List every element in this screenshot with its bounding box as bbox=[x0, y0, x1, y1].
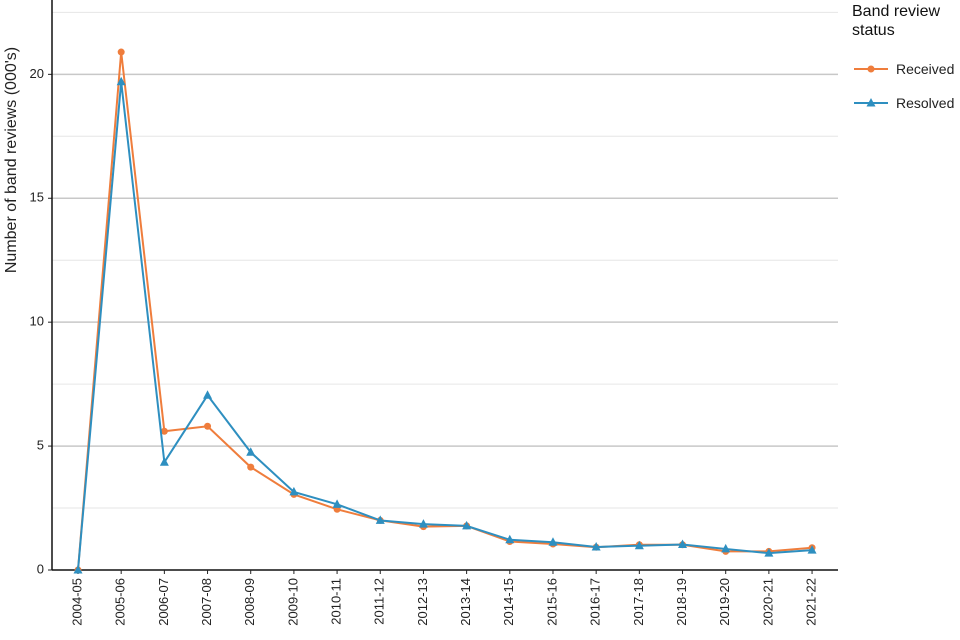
point bbox=[203, 390, 213, 399]
legend-title: Band review status bbox=[852, 3, 941, 39]
x-tick-label: 2019-20 bbox=[717, 578, 732, 626]
y-tick-label: 15 bbox=[30, 190, 44, 205]
x-tick-label: 2016-17 bbox=[588, 578, 603, 626]
x-tick-label: 2006-07 bbox=[156, 578, 171, 626]
legend-label: Received bbox=[896, 61, 955, 77]
y-tick-label: 5 bbox=[37, 438, 44, 453]
point bbox=[375, 515, 385, 524]
legend: Band review status Received Resolved bbox=[852, 2, 960, 118]
point bbox=[160, 427, 168, 435]
point bbox=[204, 422, 212, 430]
point bbox=[505, 534, 515, 544]
y-tick-label: 0 bbox=[37, 561, 44, 576]
point bbox=[764, 548, 774, 557]
x-tick-label: 2020-21 bbox=[760, 578, 775, 626]
x-tick-label: 2012-13 bbox=[415, 578, 430, 626]
legend-key bbox=[854, 65, 888, 73]
x-tick-label: 2021-22 bbox=[803, 578, 818, 626]
point bbox=[634, 540, 644, 550]
x-tick-label: 2017-18 bbox=[631, 578, 646, 626]
x-tick-label: 2011-12 bbox=[372, 578, 387, 625]
point bbox=[247, 463, 255, 471]
x-tick-label: 2018-19 bbox=[674, 578, 689, 626]
x-tick-label: 2009-10 bbox=[285, 578, 300, 626]
y-axis-label: Number of band reviews (000's) bbox=[3, 47, 20, 273]
legend-label: Resolved bbox=[896, 95, 955, 111]
x-tick-label: 2007-08 bbox=[199, 578, 214, 626]
x-tick-label: 2015-16 bbox=[544, 578, 559, 626]
point bbox=[159, 457, 169, 466]
point bbox=[548, 537, 558, 546]
point bbox=[462, 520, 472, 530]
y-tick-label: 10 bbox=[30, 314, 44, 329]
point bbox=[246, 447, 256, 456]
x-tick-label: 2013-14 bbox=[458, 578, 473, 626]
point bbox=[591, 541, 601, 551]
point bbox=[418, 519, 428, 528]
legend-marker bbox=[866, 98, 876, 107]
point bbox=[289, 486, 299, 496]
legend-item: Resolved bbox=[852, 88, 960, 118]
x-tick-label: 2005-06 bbox=[113, 578, 128, 626]
point bbox=[332, 499, 342, 508]
point bbox=[117, 48, 125, 56]
x-tick-label: 2010-11 bbox=[329, 578, 344, 625]
series-line bbox=[77, 81, 813, 571]
x-tick-label: 2004-05 bbox=[69, 578, 84, 626]
point bbox=[73, 565, 83, 574]
legend-key bbox=[854, 98, 888, 107]
point bbox=[721, 543, 731, 553]
legend-item: Received bbox=[852, 54, 960, 84]
point bbox=[116, 76, 126, 86]
point bbox=[678, 539, 688, 548]
x-tick-label: 2014-15 bbox=[501, 578, 516, 626]
x-tick-label: 2008-09 bbox=[242, 578, 257, 626]
series-line bbox=[77, 51, 813, 571]
legend-marker bbox=[867, 65, 875, 73]
y-tick-label: 20 bbox=[30, 66, 44, 81]
point bbox=[807, 545, 817, 554]
